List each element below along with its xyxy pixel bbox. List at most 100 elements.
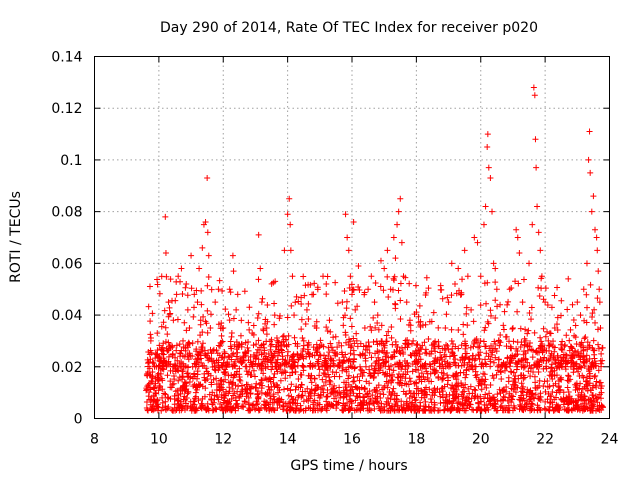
mid-point xyxy=(425,285,432,292)
baseline-point xyxy=(469,390,476,397)
mid-point xyxy=(154,276,161,283)
mid-point xyxy=(463,310,470,317)
mid-point xyxy=(282,361,289,368)
baseline-point xyxy=(273,381,280,388)
baseline-point xyxy=(235,403,242,410)
mid-point xyxy=(460,331,467,338)
mid-point xyxy=(412,282,419,289)
baseline-point xyxy=(254,388,261,395)
baseline-point xyxy=(489,372,496,379)
baseline-point xyxy=(476,356,483,363)
mid-point xyxy=(544,301,551,308)
baseline-point xyxy=(178,405,185,412)
mid-point xyxy=(377,283,384,290)
baseline-point xyxy=(199,340,206,347)
mid-point xyxy=(370,314,377,321)
data-point xyxy=(223,363,230,370)
baseline-point xyxy=(512,373,519,380)
baseline-point xyxy=(348,400,355,407)
mid-point xyxy=(263,353,270,360)
baseline-point xyxy=(573,380,580,387)
data-point xyxy=(555,363,561,370)
baseline-point xyxy=(174,367,181,374)
baseline-point xyxy=(496,386,503,393)
baseline-point xyxy=(357,399,364,406)
baseline-point xyxy=(148,377,155,384)
mid-point xyxy=(298,316,305,323)
baseline-point xyxy=(369,399,376,406)
data-point xyxy=(509,325,516,331)
data-point xyxy=(477,273,484,280)
mid-point xyxy=(437,286,444,293)
baseline-point xyxy=(265,383,272,390)
mid-point xyxy=(165,313,172,320)
baseline-point xyxy=(531,373,538,380)
x-tick-labels: 8 10 12 14 16 18 20 22 24 xyxy=(90,432,618,448)
baseline-point xyxy=(164,372,171,379)
baseline-point xyxy=(481,371,488,378)
mid-point xyxy=(487,312,494,319)
mid-point xyxy=(154,281,161,288)
mid-point xyxy=(334,363,341,370)
mid-point xyxy=(172,354,179,361)
mid-point xyxy=(219,287,226,294)
data-point xyxy=(313,325,320,331)
x-tick-label: 12 xyxy=(214,432,232,448)
baseline-point xyxy=(482,343,489,350)
mid-point xyxy=(571,352,578,359)
mid-point xyxy=(575,348,582,355)
mid-point xyxy=(378,340,385,347)
mid-point xyxy=(294,340,301,347)
mid-point xyxy=(265,356,272,363)
data-point xyxy=(458,291,465,298)
mid-point xyxy=(226,317,233,324)
baseline-point xyxy=(430,406,437,413)
baseline-point xyxy=(347,344,354,351)
mid-point xyxy=(448,292,455,299)
baseline-point xyxy=(381,382,388,389)
mid-point xyxy=(350,358,357,365)
data-point xyxy=(184,306,191,313)
baseline-point xyxy=(386,366,393,373)
baseline-point xyxy=(551,406,558,413)
mid-point xyxy=(368,362,375,369)
mid-point xyxy=(573,360,580,367)
mid-point xyxy=(327,328,334,335)
mid-point xyxy=(426,361,433,368)
mid-point xyxy=(184,292,191,299)
baseline-point xyxy=(508,396,515,403)
baseline-point xyxy=(230,350,237,357)
mid-point xyxy=(198,301,205,308)
y-tick-label: 0.12 xyxy=(51,101,82,117)
baseline-point xyxy=(572,387,579,394)
mid-point xyxy=(564,306,571,313)
mid-point xyxy=(188,285,195,292)
mid-point xyxy=(300,346,307,353)
baseline-point xyxy=(444,381,451,388)
baseline-point xyxy=(578,396,585,403)
baseline-point xyxy=(284,385,291,392)
baseline-point xyxy=(568,407,575,414)
baseline-point xyxy=(155,353,162,360)
baseline-point xyxy=(387,395,394,402)
baseline-point xyxy=(388,392,395,399)
baseline-point xyxy=(366,366,373,373)
baseline-point xyxy=(398,382,405,389)
baseline-point xyxy=(394,402,401,409)
data-point xyxy=(533,164,540,171)
baseline-point xyxy=(471,395,478,402)
mid-point xyxy=(595,345,602,352)
baseline-point xyxy=(258,376,265,383)
mid-point xyxy=(464,322,471,329)
mid-point xyxy=(441,351,448,358)
baseline-point xyxy=(274,389,281,396)
baseline-point xyxy=(503,384,510,391)
baseline-point xyxy=(351,365,358,372)
mid-point xyxy=(190,304,197,311)
baseline-point xyxy=(455,380,462,387)
baseline-point xyxy=(312,382,319,389)
baseline-point xyxy=(276,395,283,402)
baseline-point xyxy=(201,347,208,354)
baseline-point xyxy=(412,366,419,373)
baseline-point xyxy=(596,379,603,386)
